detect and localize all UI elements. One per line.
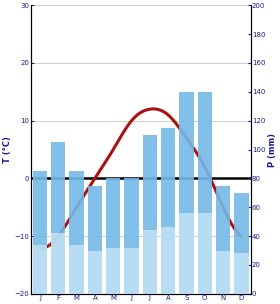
Bar <box>33 171 47 294</box>
Bar <box>179 213 193 294</box>
Bar <box>51 233 66 294</box>
Bar <box>88 186 102 294</box>
Bar <box>69 245 84 294</box>
Bar <box>198 213 212 294</box>
Bar <box>234 254 249 294</box>
Bar <box>216 250 230 294</box>
Bar <box>69 171 84 294</box>
Bar <box>51 142 66 294</box>
Bar <box>106 248 120 294</box>
Bar <box>88 250 102 294</box>
Bar <box>161 227 175 294</box>
Bar <box>161 128 175 294</box>
Y-axis label: P (mm): P (mm) <box>268 133 277 167</box>
Bar <box>106 178 120 294</box>
Bar <box>143 230 157 294</box>
Bar <box>33 245 47 294</box>
Bar <box>124 178 139 294</box>
Bar <box>216 186 230 294</box>
Y-axis label: T (°C): T (°C) <box>3 136 12 163</box>
Bar <box>179 92 193 294</box>
Bar <box>124 248 139 294</box>
Bar <box>143 135 157 294</box>
Bar <box>198 92 212 294</box>
Bar <box>234 193 249 294</box>
